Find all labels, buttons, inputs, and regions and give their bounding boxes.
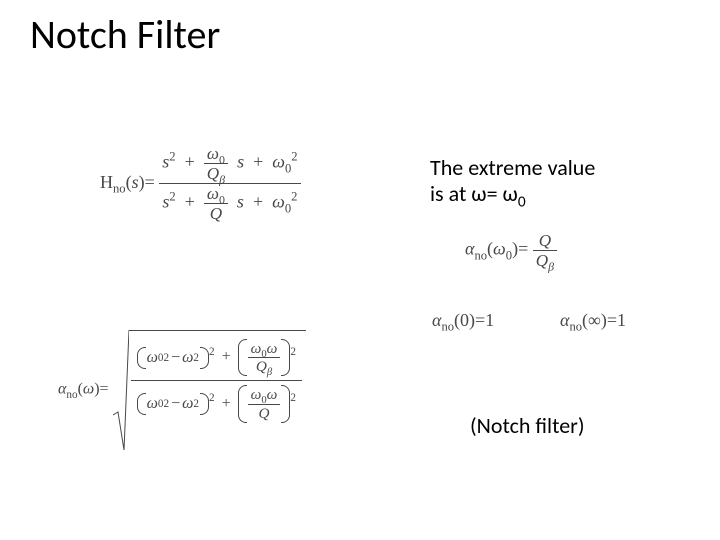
mag-fraction: ω02 − ω2 2 + ω0ω Q [131, 335, 302, 427]
equation-alpha-at-0: αno(0)=1 [432, 310, 494, 331]
frac-w0-Qb-num: ω0 Qβ [204, 145, 228, 182]
frac-w0-Q-den: ω0 Q [204, 185, 228, 222]
sqrt: ω02 − ω2 2 + ω0ω Q [113, 330, 306, 450]
slide: Notch Filter Hno(s)= s2 + ω0 Qβ s + ω02 … [0, 0, 720, 540]
equation-alpha-at-inf: αno(∞)=1 [560, 310, 626, 331]
equation-transfer-function: Hno(s)= s2 + ω0 Qβ s + ω02 s2 + ω0 Q [100, 145, 301, 222]
frac-Q-Qb: Q Qβ [533, 232, 557, 269]
note-line2: is at ω= ω [430, 180, 518, 207]
equation-magnitude: αno(ω)= ω02 − ω2 [58, 330, 306, 450]
equation-alpha-at-w0: αno(ω0)= Q Qβ [465, 232, 557, 269]
num-term2: ω0ω Qβ [238, 339, 291, 376]
caption: (Notch filter) [470, 412, 585, 439]
sym-H: H [100, 172, 113, 192]
page-title: Notch Filter [30, 10, 220, 59]
note-line1: The extreme value [430, 154, 595, 181]
den-term2: ω0ω Q [238, 385, 291, 422]
radical-icon [113, 330, 129, 450]
sub-no: no [113, 181, 126, 195]
note-sub: 0 [518, 193, 526, 212]
main-fraction: s2 + ω0 Qβ s + ω02 s2 + ω0 Q s + [159, 145, 300, 222]
den-term1: ω02 − ω2 [137, 393, 209, 415]
num-term1: ω02 − ω2 [137, 347, 209, 369]
equals: = [145, 172, 155, 192]
sym-s: s [132, 172, 139, 192]
note-text: The extreme value is at ω= ω0 [430, 155, 595, 208]
